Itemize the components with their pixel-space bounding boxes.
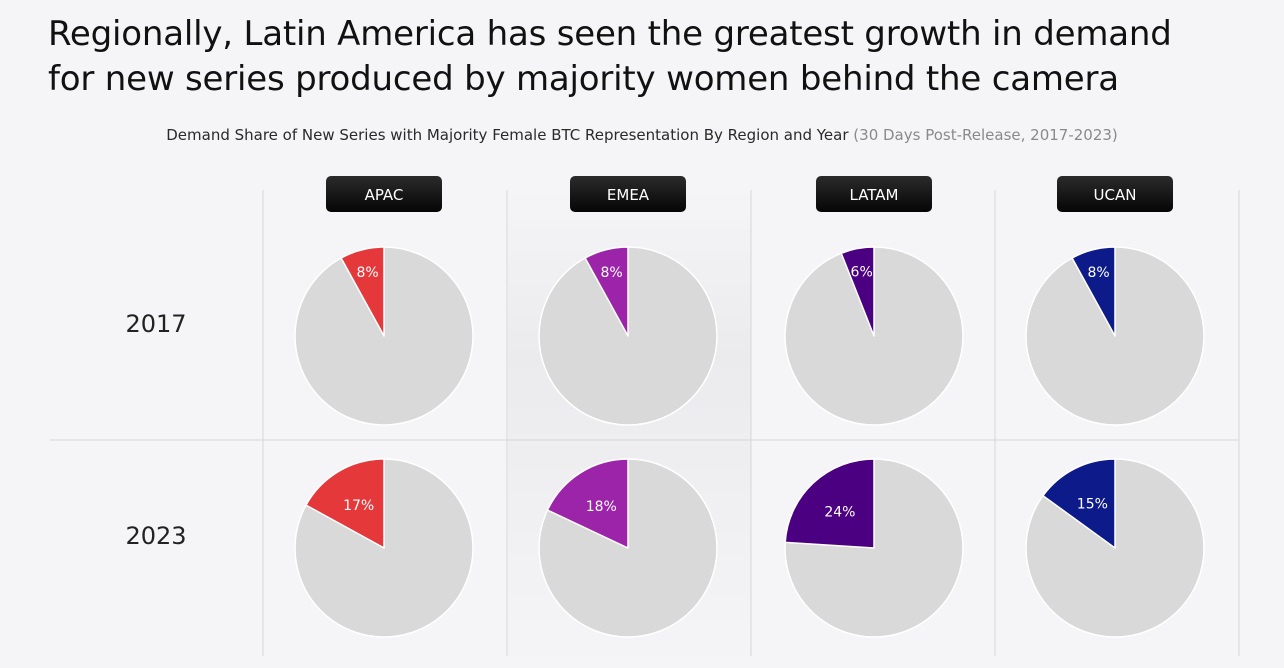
pie-data-label: 18% — [586, 499, 617, 515]
pie-latam-2017: 6% — [784, 246, 964, 426]
pie-slice-apac-2023 — [305, 458, 385, 549]
pie-ucan-2017: 8% — [1025, 246, 1205, 426]
pie-data-label: 17% — [343, 498, 374, 514]
pie-slice-emea-2017 — [584, 246, 629, 337]
chart-title: Demand Share of New Series with Majority… — [166, 126, 849, 144]
year-labels: 2017 2023 — [125, 310, 186, 550]
pie-ucan-2023: 15% — [1025, 458, 1205, 638]
region-label-emea: EMEA — [607, 186, 650, 204]
region-pill-emea — [570, 176, 686, 212]
pie-latam-2023: 24% — [784, 458, 964, 638]
pie-data-label: 24% — [824, 505, 855, 521]
region-label-ucan: UCAN — [1094, 186, 1137, 204]
region-pill-apac — [326, 176, 442, 212]
chart-title-note: (30 Days Post-Release, 2017-2023) — [853, 126, 1118, 144]
year-label-2017: 2017 — [125, 310, 186, 338]
pie-slice-latam-2017 — [840, 246, 875, 337]
pie-slice-ucan-2017 — [1071, 246, 1116, 337]
year-label-2023: 2023 — [125, 522, 186, 550]
page-title: Regionally, Latin America has seen the g… — [48, 12, 1268, 102]
pies: 8% 17% 8% 18% 6% 24% 8% 15% — [294, 246, 1205, 638]
region-headers: APAC EMEA LATAM UCAN — [326, 176, 1173, 212]
pie-slice-latam-2023 — [784, 458, 875, 549]
pie-apac-2017: 8% — [294, 246, 474, 426]
pie-data-label: 8% — [601, 265, 623, 281]
pie-data-label: 15% — [1077, 497, 1108, 513]
region-label-apac: APAC — [365, 186, 404, 204]
pie-slice-emea-2023 — [546, 458, 629, 549]
pie-apac-2023: 17% — [294, 458, 474, 638]
page-title-line-2: for new series produced by majority wome… — [48, 59, 1119, 99]
region-pill-latam — [816, 176, 932, 212]
region-label-latam: LATAM — [850, 186, 899, 204]
pie-data-label: 8% — [1088, 265, 1110, 281]
pie-slice-ucan-2023 — [1042, 458, 1116, 549]
pie-data-label: 8% — [357, 265, 379, 281]
region-pill-ucan — [1057, 176, 1173, 212]
pie-emea-2023: 18% — [538, 458, 718, 638]
pie-emea-2017: 8% — [538, 246, 718, 426]
chart-subtitle: Demand Share of New Series with Majority… — [0, 126, 1284, 144]
grid-lines — [50, 190, 1240, 656]
pie-slice-apac-2017 — [340, 246, 385, 337]
page-title-line-1: Regionally, Latin America has seen the g… — [48, 14, 1172, 54]
pie-data-label: 6% — [851, 264, 873, 280]
